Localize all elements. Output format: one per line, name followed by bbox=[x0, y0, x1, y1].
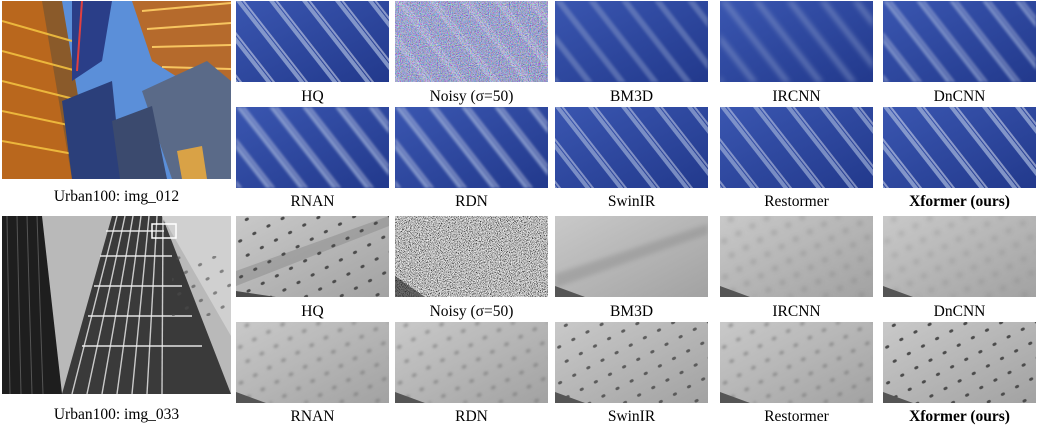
patch-bm3d-img033 bbox=[555, 216, 708, 297]
label-swinir-img012: SwinIR bbox=[607, 193, 656, 210]
overview-image-img033 bbox=[2, 216, 231, 394]
label-hq-img033: HQ bbox=[301, 303, 324, 320]
patch-rnan-img012 bbox=[236, 107, 389, 188]
label-dncnn-img033: DnCNN bbox=[933, 303, 986, 320]
label-restormer-img012: Restormer bbox=[764, 193, 829, 210]
label-bm3d-img033: BM3D bbox=[609, 303, 654, 320]
label-rdn-img033: RDN bbox=[455, 408, 488, 425]
label-xformer-img012: Xformer (ours) bbox=[909, 193, 1010, 210]
patch-rnan-img033 bbox=[236, 322, 389, 403]
patch-noisy-img012 bbox=[395, 1, 548, 82]
label-restormer-img033: Restormer bbox=[764, 408, 829, 425]
patch-swinir-img033 bbox=[555, 322, 708, 403]
label-swinir-img033: SwinIR bbox=[607, 408, 656, 425]
label-hq-img012: HQ bbox=[301, 88, 324, 105]
label-rnan-img012: RNAN bbox=[290, 193, 335, 210]
patch-hq-img012 bbox=[236, 1, 389, 82]
label-xformer-img033: Xformer (ours) bbox=[909, 408, 1010, 425]
patch-dncnn-img012 bbox=[883, 1, 1036, 82]
patch-ircnn-img012 bbox=[720, 1, 873, 82]
label-ircnn-img033: IRCNN bbox=[772, 303, 821, 320]
patch-hq-img033 bbox=[236, 216, 389, 297]
patch-xformer-img012 bbox=[883, 107, 1036, 188]
patch-rdn-img012 bbox=[395, 107, 548, 188]
overview-image-img012 bbox=[2, 1, 231, 179]
patch-restormer-img012 bbox=[720, 107, 873, 188]
overview-caption-img033: Urban100: img_033 bbox=[53, 406, 180, 423]
patch-dncnn-img033 bbox=[883, 216, 1036, 297]
label-noisy-img012: Noisy (σ=50) bbox=[429, 88, 514, 105]
overview-caption-img012: Urban100: img_012 bbox=[53, 188, 180, 205]
patch-bm3d-img012 bbox=[555, 1, 708, 82]
label-rnan-img033: RNAN bbox=[290, 408, 335, 425]
patch-rdn-img033 bbox=[395, 322, 548, 403]
label-bm3d-img012: BM3D bbox=[609, 88, 654, 105]
patch-swinir-img012 bbox=[555, 107, 708, 188]
patch-ircnn-img033 bbox=[720, 216, 873, 297]
label-ircnn-img012: IRCNN bbox=[772, 88, 821, 105]
label-rdn-img012: RDN bbox=[455, 193, 488, 210]
patch-restormer-img033 bbox=[720, 322, 873, 403]
patch-noisy-img033 bbox=[395, 216, 548, 297]
label-noisy-img033: Noisy (σ=50) bbox=[429, 303, 514, 320]
patch-xformer-img033 bbox=[883, 322, 1036, 403]
label-dncnn-img012: DnCNN bbox=[933, 88, 986, 105]
